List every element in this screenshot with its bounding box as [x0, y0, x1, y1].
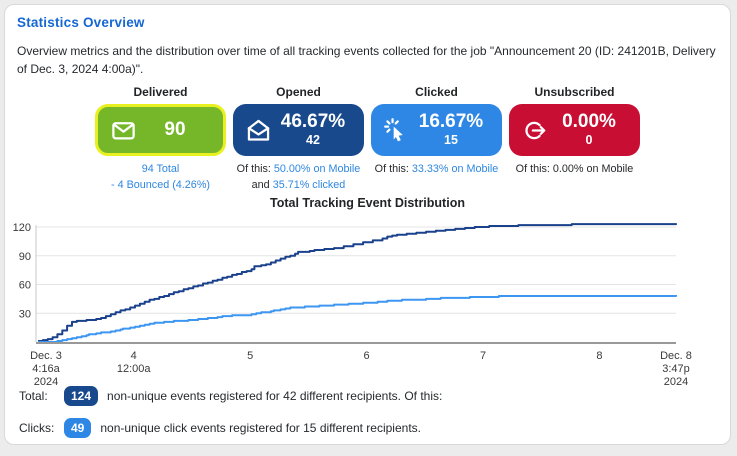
- stat-unsubscribed: Unsubscribed 0.00% 0 Of this: 0.00% on M…: [509, 85, 640, 193]
- total-count-badge: 124: [64, 386, 99, 406]
- x-axis-tick-label: 6: [364, 350, 370, 362]
- x-axis-tick-label: 5: [247, 350, 253, 362]
- x-axis-tick-label: 4:16a: [32, 363, 60, 375]
- stat-subtext-text: Of this: 0.00% on Mobile: [515, 163, 634, 175]
- stat-subtext-link[interactable]: - 4 Bounced (4.26%): [110, 178, 211, 191]
- stat-label-opened: Opened: [276, 85, 321, 99]
- stat-value: 46.67%: [280, 111, 346, 133]
- statistics-overview-panel: Statistics Overview Overview metrics and…: [4, 4, 731, 445]
- y-axis-tick-label: 60: [19, 280, 31, 292]
- stat-subtext-link[interactable]: 50.00% on Mobile: [273, 163, 361, 175]
- stat-opened: Opened 46.67% 42 Of this: 50.00% on Mobi…: [233, 85, 364, 193]
- chart-title: Total Tracking Event Distribution: [270, 196, 465, 210]
- stat-subtext-opened: Of this: 50.00% on Mobile and 35.71% clic…: [223, 162, 374, 193]
- y-axis-tick-label: 120: [13, 222, 31, 234]
- x-axis-tick-label: 2024: [34, 376, 58, 388]
- footer-clicks-label: Clicks:: [19, 421, 55, 435]
- x-axis-tick-label: 12:00a: [117, 363, 152, 375]
- stat-subtext-delivered: 94 Total - 4 Bounced (4.26%): [85, 162, 236, 193]
- footer-total-text: non-unique events registered for 42 diff…: [107, 389, 443, 403]
- series-line-clicks: [38, 295, 677, 343]
- page-title: Statistics Overview: [17, 15, 145, 30]
- stat-value: 0.00%: [562, 111, 616, 133]
- stat-count: 42: [306, 132, 320, 147]
- stat-label-delivered: Delivered: [133, 85, 188, 99]
- x-axis-tick-label: 7: [480, 350, 486, 362]
- footer-total-row: Total: 124 non-unique events registered …: [19, 386, 442, 406]
- stat-card-opened: 46.67% 42: [233, 104, 364, 156]
- x-axis-tick-label: Dec. 3: [30, 350, 62, 362]
- stat-card-clicked: 16.67% 15: [371, 104, 502, 156]
- stat-subtext-text: Of this:: [374, 163, 412, 175]
- series-line-total-events: [38, 223, 677, 342]
- x-axis-tick-label: 4: [131, 350, 137, 362]
- x-axis-tick-label: 8: [596, 350, 602, 362]
- clicks-count-badge: 49: [64, 418, 92, 438]
- stat-clicked: Clicked 16.67% 15 Of thi: [371, 85, 502, 193]
- stat-subtext-unsubscribed: Of this: 0.00% on Mobile: [499, 162, 650, 178]
- stat-subtext-text: Of this:: [236, 163, 274, 175]
- y-axis-tick-label: 90: [19, 251, 31, 263]
- footer-clicks-text: non-unique click events registered for 1…: [100, 421, 421, 435]
- stat-subtext-link[interactable]: 33.33% on Mobile: [411, 163, 499, 175]
- x-axis-tick-label: Dec. 8: [660, 350, 692, 362]
- stat-count: 0: [585, 132, 593, 147]
- stat-value: 16.67%: [418, 111, 484, 133]
- overview-description: Overview metrics and the distribution ov…: [17, 44, 716, 76]
- stat-card-delivered: 90: [95, 104, 226, 156]
- stat-subtext-link[interactable]: 35.71% clicked: [272, 178, 346, 191]
- x-axis-tick-label: 2024: [664, 376, 688, 388]
- footer-total-label: Total:: [19, 389, 48, 403]
- envelope-open-icon: [245, 117, 272, 144]
- stat-card-unsubscribed: 0.00% 0: [509, 104, 640, 156]
- sign-out-icon: [521, 117, 548, 144]
- stat-subtext-text: and: [251, 178, 273, 191]
- stat-label-unsubscribed: Unsubscribed: [534, 85, 615, 99]
- y-axis-tick-label: 30: [19, 308, 31, 320]
- stat-delivered: Delivered 90 94 Total - 4 Bounced (4.26%): [95, 85, 226, 193]
- stat-subtext-link[interactable]: 94 Total: [141, 163, 180, 175]
- stat-subtext-clicked: Of this: 33.33% on Mobile: [361, 162, 512, 178]
- x-axis-tick-label: 3:47p: [662, 363, 690, 375]
- stat-count: 15: [444, 132, 458, 147]
- stat-cards-row: Delivered 90 94 Total - 4 Bounced (4.26%)…: [5, 85, 730, 193]
- stat-value: 90: [164, 118, 186, 140]
- stat-label-clicked: Clicked: [415, 85, 458, 99]
- envelope-icon: [110, 117, 137, 144]
- cursor-click-icon: [383, 117, 410, 144]
- footer-clicks-row: Clicks: 49 non-unique click events regis…: [19, 418, 421, 438]
